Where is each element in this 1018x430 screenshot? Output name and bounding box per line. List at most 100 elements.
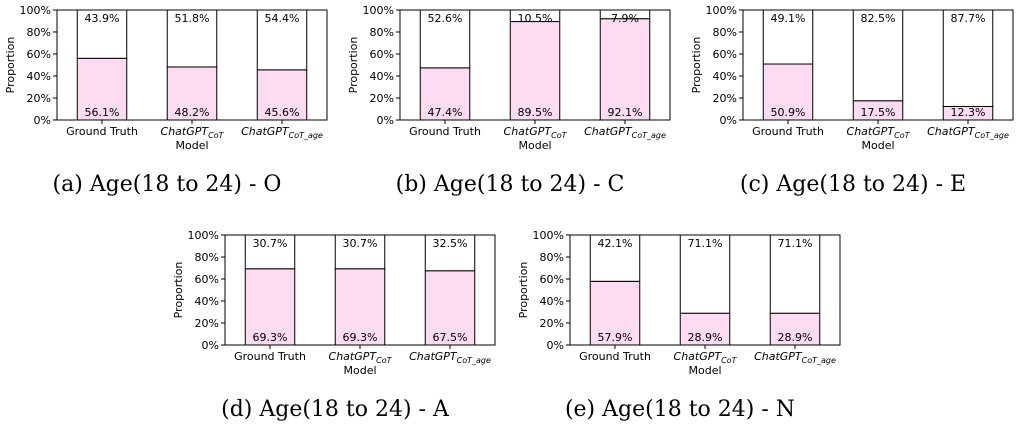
bar-upper [424,234,476,272]
data-label-lower: 45.6% [265,106,300,119]
data-label-upper: 71.1% [688,237,723,250]
y-tick-label: 20% [195,317,219,330]
data-label-upper: 10.5% [518,12,553,25]
chart-panel-a: 0% 20% 40% 60% 80% 100% Proportion 56.1% 43.9% Gr… [2,0,332,205]
y-tick-label: 20% [713,92,737,105]
x-tick-label: Ground Truth [579,350,651,363]
x-axis-label: Model [175,139,208,152]
data-label-upper: 43.9% [85,12,120,25]
data-label-upper: 52.6% [428,12,463,25]
y-tick-label: 40% [713,70,737,83]
bar-lower [334,268,386,346]
chart-panel-d: 0% 20% 40% 60% 80% 100% Proportion 69.3% 30.7% Gr… [170,225,500,430]
x-axis-label: Model [861,139,894,152]
y-axis-label: Proportion [690,37,703,94]
bar-lower [599,18,651,121]
y-tick-label: 60% [195,273,219,286]
bar-lower [509,21,561,121]
y-tick-label: 60% [27,48,51,61]
chart-b: 0% 20% 40% 60% 80% 100% Proportion 47.4% 52.6% Gr… [347,4,671,152]
bar-upper [166,9,218,68]
chart-a: 0% 20% 40% 60% 80% 100% Proportion 56.1% 43.9% Gr… [4,4,328,152]
caption-b: (b) Age(18 to 24) - C [395,172,625,197]
x-tick-label: Ground Truth [752,125,824,138]
data-label-upper: 42.1% [598,237,633,250]
x-axis-label: Model [688,364,721,377]
bar-upper [762,9,814,65]
y-tick-label: 20% [540,317,564,330]
data-label-lower: 47.4% [428,106,463,119]
y-tick-label: 100% [363,4,394,17]
x-tick-label: ChatGPTCoT [847,125,911,140]
chart-e: 0% 20% 40% 60% 80% 100% Proportion 57.9% 42.1% Gr… [517,229,841,377]
y-tick-label: 80% [370,26,394,39]
data-label-lower: 69.3% [343,331,378,344]
data-label-lower: 28.9% [688,331,723,344]
y-axis-label: Proportion [517,262,530,319]
x-tick-label: ChatGPTCoT_age [927,125,1009,140]
x-axis-label: Model [518,139,551,152]
data-label-lower: 56.1% [85,106,120,119]
data-label-upper: 71.1% [778,237,813,250]
x-tick-label: ChatGPTCoT [161,125,225,140]
data-label-upper: 51.8% [175,12,210,25]
data-label-lower: 67.5% [433,331,468,344]
y-tick-label: 80% [713,26,737,39]
bar-upper [679,234,731,314]
y-tick-label: 0% [547,339,564,352]
bar-upper [942,9,994,107]
caption-a: (a) Age(18 to 24) - O [52,172,282,197]
y-tick-label: 100% [188,229,219,242]
x-tick-label: ChatGPTCoT [504,125,568,140]
data-label-upper: 30.7% [343,237,378,250]
y-tick-label: 0% [377,114,394,127]
x-tick-label: ChatGPTCoT_age [584,125,666,140]
data-label-lower: 57.9% [598,331,633,344]
data-label-lower: 92.1% [608,106,643,119]
y-axis-label: Proportion [347,37,360,94]
data-label-upper: 54.4% [265,12,300,25]
bar-lower [679,312,731,346]
x-tick-label: ChatGPTCoT [329,350,393,365]
data-label-upper: 87.7% [951,12,986,25]
bar-upper [509,9,561,23]
x-axis-label: Model [343,364,376,377]
bar-upper [852,9,904,102]
data-label-upper: 32.5% [433,237,468,250]
bar-upper [256,9,308,71]
y-tick-label: 60% [370,48,394,61]
y-tick-label: 100% [533,229,564,242]
bar-lower [589,280,641,346]
data-label-lower: 50.9% [771,106,806,119]
chart-c: 0% 20% 40% 60% 80% 100% Proportion 50.9% 49.1% Gr… [690,4,1014,152]
x-tick-label: Ground Truth [234,350,306,363]
bar-upper [599,9,651,20]
bar-lower [166,66,218,121]
bar-upper [769,234,821,314]
data-label-lower: 48.2% [175,106,210,119]
bar-upper [589,234,641,282]
chart-panel-e: 0% 20% 40% 60% 80% 100% Proportion 57.9% 42.1% Gr… [515,225,845,430]
caption-c: (c) Age(18 to 24) - E [739,172,967,197]
y-tick-label: 80% [540,251,564,264]
data-label-upper: 30.7% [253,237,288,250]
bar-upper [334,234,386,270]
data-label-lower: 89.5% [518,106,553,119]
data-label-lower: 12.3% [951,106,986,119]
x-tick-label: ChatGPTCoT_age [754,350,836,365]
data-label-upper: 49.1% [771,12,806,25]
chart-panel-b: 0% 20% 40% 60% 80% 100% Proportion 47.4% 52.6% Gr… [345,0,675,205]
chart-panel-c: 0% 20% 40% 60% 80% 100% Proportion 50.9% 49.1% Gr… [688,0,1018,205]
y-tick-label: 80% [27,26,51,39]
caption-e: (e) Age(18 to 24) - N [564,397,796,422]
y-tick-label: 20% [27,92,51,105]
data-label-lower: 69.3% [253,331,288,344]
y-tick-label: 40% [27,70,51,83]
bar-lower [424,270,476,346]
y-tick-label: 60% [540,273,564,286]
data-label-lower: 28.9% [778,331,813,344]
bar-upper [419,9,471,69]
y-tick-label: 60% [713,48,737,61]
bar-upper [76,9,128,59]
data-label-upper: 7.9% [611,12,639,25]
